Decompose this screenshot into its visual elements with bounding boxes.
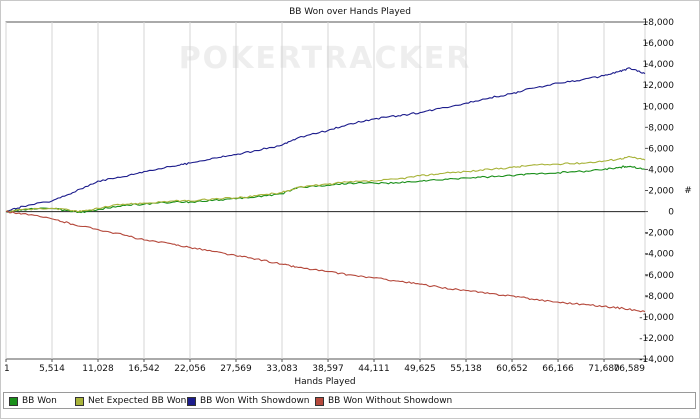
y-tick-label: -8,000 bbox=[645, 292, 674, 302]
legend-label-with-showdown: BB Won With Showdown bbox=[200, 396, 310, 406]
x-tick-label: 38,597 bbox=[312, 364, 344, 374]
chart-title: BB Won over Hands Played bbox=[289, 7, 411, 17]
x-tick-label: 60,652 bbox=[496, 364, 528, 374]
x-axis-label: Hands Played bbox=[294, 377, 355, 387]
series-line-bb-won-without-showdown bbox=[5, 210, 646, 313]
x-tick-label: 33,083 bbox=[266, 364, 298, 374]
y-tick-label: 16,000 bbox=[643, 39, 675, 49]
x-tick-label: 27,569 bbox=[220, 364, 252, 374]
y-tick-label: -4,000 bbox=[645, 250, 674, 260]
legend-swatch-net-expected bbox=[75, 396, 84, 406]
x-tick-label: 76,589 bbox=[614, 364, 646, 374]
legend-swatch-with-showdown bbox=[187, 396, 196, 406]
series-line-bb-won bbox=[5, 165, 646, 214]
y-tick-label: 6,000 bbox=[648, 144, 674, 154]
x-tick-label: 22,056 bbox=[174, 364, 206, 374]
series-line-net-expected-bb-won bbox=[5, 155, 646, 213]
y-axis-label: # bbox=[684, 186, 692, 196]
legend-label-without-showdown: BB Won Without Showdown bbox=[328, 396, 453, 406]
legend-item-net-expected: Net Expected BB Won bbox=[75, 395, 186, 407]
series-line-bb-won-with-showdown bbox=[6, 67, 646, 213]
y-tick-label: 4,000 bbox=[648, 165, 674, 175]
grid bbox=[5, 22, 646, 359]
y-tick-label: 0 bbox=[668, 208, 674, 218]
legend: BB Won Net Expected BB Won BB Won With S… bbox=[3, 392, 696, 409]
x-tick-label: 49,625 bbox=[404, 364, 436, 374]
legend-item-without-showdown: BB Won Without Showdown bbox=[315, 395, 452, 407]
legend-item-bb-won: BB Won bbox=[9, 395, 57, 407]
x-tick-label: 1 bbox=[4, 364, 10, 374]
x-tick-label: 11,028 bbox=[82, 364, 114, 374]
x-tick-label: 16,542 bbox=[128, 364, 160, 374]
legend-item-with-showdown: BB Won With Showdown bbox=[187, 395, 310, 407]
y-tick-label: -14,000 bbox=[639, 355, 674, 365]
legend-label-bb-won: BB Won bbox=[22, 396, 57, 406]
x-tick-label: 55,138 bbox=[450, 364, 482, 374]
legend-swatch-without-showdown bbox=[315, 396, 324, 406]
x-axis-ticks: 1 5,514 11,028 16,542 22,056 27,569 33,083 38,5… bbox=[4, 359, 646, 374]
y-tick-label: -2,000 bbox=[645, 229, 674, 239]
y-tick-label: 2,000 bbox=[648, 187, 674, 197]
x-tick-label: 5,514 bbox=[39, 364, 65, 374]
y-tick-label: 18,000 bbox=[643, 18, 675, 28]
x-tick-label: 71,680 bbox=[588, 364, 620, 374]
x-tick-label: 66,166 bbox=[542, 364, 574, 374]
y-tick-label: 14,000 bbox=[643, 60, 675, 70]
y-tick-label: 10,000 bbox=[643, 102, 675, 112]
y-tick-label: -10,000 bbox=[639, 313, 674, 323]
y-tick-label: 8,000 bbox=[648, 123, 674, 133]
legend-swatch-bb-won bbox=[9, 396, 18, 406]
y-tick-label: 12,000 bbox=[643, 81, 675, 91]
legend-label-net-expected: Net Expected BB Won bbox=[88, 396, 187, 406]
series-lines bbox=[5, 67, 646, 313]
x-tick-label: 44,111 bbox=[358, 364, 390, 374]
watermark-logo: POKERTRACKER bbox=[179, 41, 472, 76]
y-axis-ticks: 18,000 16,000 14,000 12,000 10,000 8,000 6,000… bbox=[639, 18, 674, 365]
y-tick-label: -6,000 bbox=[645, 271, 674, 281]
y-tick-label: -12,000 bbox=[639, 334, 674, 344]
